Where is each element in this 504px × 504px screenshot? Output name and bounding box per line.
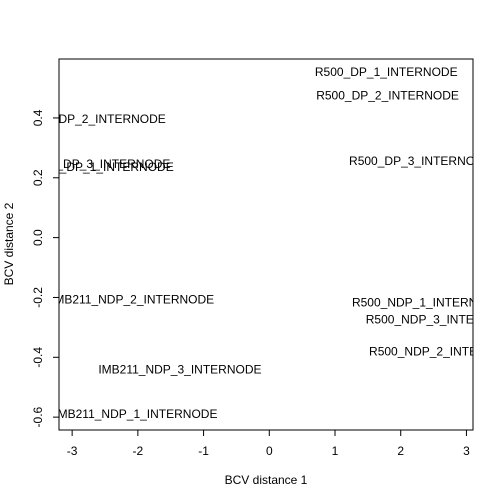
x-tick-label: -1 bbox=[198, 444, 209, 458]
point-label: R500_DP_1_INTERNODE bbox=[315, 65, 458, 79]
x-axis-label: BCV distance 1 bbox=[225, 473, 308, 487]
point-label: R500_NDP_1_INTERNODE bbox=[352, 296, 503, 310]
x-tick-label: 0 bbox=[266, 444, 273, 458]
x-tick-label: -3 bbox=[67, 444, 78, 458]
y-tick-label: -0.4 bbox=[31, 347, 45, 368]
point-label: R500_DP_2_INTERNODE bbox=[316, 88, 459, 102]
y-tick-label: 0.0 bbox=[31, 229, 45, 246]
point-label: IMB211_NDP_2_INTERNODE bbox=[51, 293, 214, 307]
y-axis-label: BCV distance 2 bbox=[2, 202, 16, 285]
x-tick-label: 3 bbox=[463, 444, 470, 458]
point-label: IMB211_NDP_1_INTERNODE bbox=[54, 407, 217, 421]
points: R500_DP_1_INTERNODE R500_DP_2_INTERNODE R5… bbox=[11, 65, 504, 421]
y-tick-label: -0.6 bbox=[31, 406, 45, 427]
point-label: IMB211_DP_2_INTERNODE bbox=[11, 112, 166, 126]
point-label: IMB211_DP_1_INTERNODE bbox=[19, 160, 174, 174]
x-tick-label: -2 bbox=[133, 444, 144, 458]
x-tick-label: 1 bbox=[332, 444, 339, 458]
y-tick-label: 0.2 bbox=[31, 169, 45, 186]
point-label: R500_NDP_3_INTERNODE bbox=[366, 313, 504, 327]
x-tick-label: 2 bbox=[397, 444, 404, 458]
y-tick-label: 0.4 bbox=[31, 109, 45, 126]
point-label: R500_DP_3_INTERNODE bbox=[349, 154, 492, 168]
point-label: R500_NDP_2_INTERNODE bbox=[369, 344, 504, 358]
point-label: IMB211_NDP_3_INTERNODE bbox=[98, 362, 261, 376]
y-tick-label: -0.2 bbox=[31, 287, 45, 308]
point-label: IMB211_DP_3_INTERNODE bbox=[16, 157, 171, 171]
plot-frame bbox=[58, 58, 474, 431]
